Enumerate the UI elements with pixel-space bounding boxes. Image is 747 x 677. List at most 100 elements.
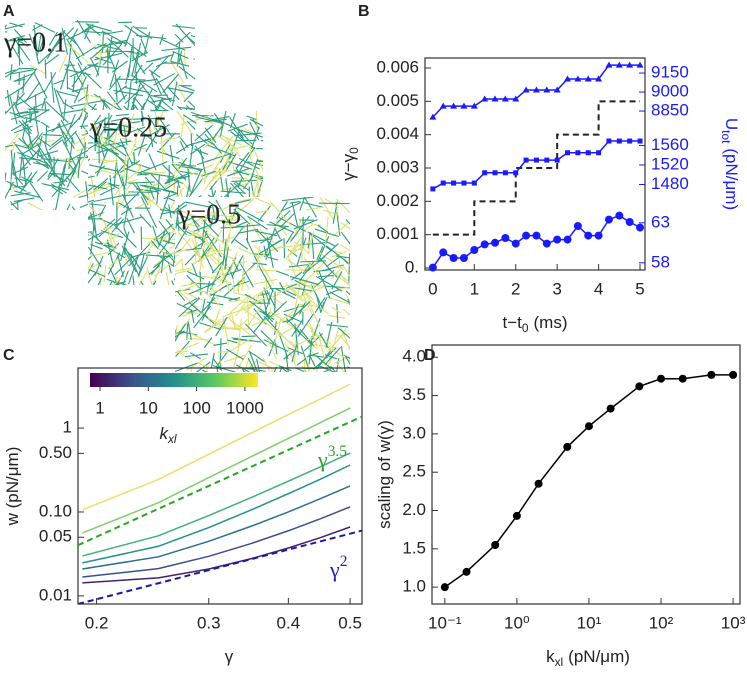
point bbox=[439, 248, 447, 256]
series-line bbox=[433, 101, 640, 234]
plot-frame bbox=[78, 368, 362, 604]
point bbox=[513, 512, 521, 520]
point bbox=[544, 158, 549, 163]
x-tick-label: 4 bbox=[594, 279, 603, 298]
point bbox=[636, 224, 644, 232]
point bbox=[565, 150, 570, 155]
x-axis-label: t−t0(ms) bbox=[503, 313, 568, 335]
fiber bbox=[145, 283, 154, 298]
y2-tick-label: 1480 bbox=[651, 174, 689, 193]
annotation: γ3.5 bbox=[317, 443, 347, 473]
point bbox=[460, 254, 468, 262]
point bbox=[707, 371, 715, 379]
y-tick-label: 4.0 bbox=[402, 347, 426, 366]
y-tick-label: 0. bbox=[405, 257, 419, 276]
panel-label: D bbox=[424, 347, 436, 364]
point bbox=[513, 170, 518, 175]
x-tick-label: 10³ bbox=[721, 613, 746, 632]
fiber bbox=[262, 371, 275, 389]
y-tick-label: 0.004 bbox=[376, 124, 419, 143]
fiber bbox=[242, 336, 256, 337]
y-tick-label: 3.0 bbox=[402, 423, 426, 442]
fiber bbox=[96, 282, 112, 308]
y2-tick-label: 1520 bbox=[651, 154, 689, 173]
point bbox=[491, 239, 499, 247]
panel: γ=0.1γ=0.25γ=0.5A bbox=[0, 3, 380, 395]
colorbar-tick-label: 1 bbox=[95, 398, 104, 417]
point bbox=[657, 375, 665, 383]
fiber bbox=[243, 256, 244, 267]
y-tick-label: 0.05 bbox=[39, 527, 72, 546]
series-line bbox=[445, 375, 733, 587]
x-tick-label: 5 bbox=[635, 279, 644, 298]
x-tick-label: 1 bbox=[470, 279, 479, 298]
y-axis-label: γ−γ0 bbox=[339, 147, 361, 181]
point bbox=[430, 186, 435, 191]
x-tick-label: 0.4 bbox=[277, 613, 301, 632]
point bbox=[532, 232, 540, 240]
text: γ bbox=[317, 447, 328, 472]
subscript: 0 bbox=[347, 147, 361, 154]
point bbox=[585, 422, 593, 430]
y-tick-label: 0.003 bbox=[376, 157, 419, 176]
y-tick-label: 0.50 bbox=[39, 443, 72, 462]
y-tick-label: 2.5 bbox=[402, 462, 426, 481]
point bbox=[555, 158, 560, 163]
fiber bbox=[256, 111, 257, 130]
y-axis-label: w (pN/μm) bbox=[3, 447, 22, 527]
network-label: γ=0.5 bbox=[177, 199, 241, 230]
point bbox=[584, 232, 592, 240]
y-tick-label: 1.0 bbox=[402, 577, 426, 596]
colorbar-label: kxl bbox=[159, 424, 176, 446]
point bbox=[441, 583, 449, 591]
point bbox=[524, 158, 529, 163]
point bbox=[595, 232, 603, 240]
x-tick-label: 10⁰ bbox=[504, 613, 530, 632]
superscript: 2 bbox=[340, 553, 348, 570]
text: w (pN/μm) bbox=[3, 447, 22, 527]
point bbox=[522, 232, 530, 240]
plot-area bbox=[78, 384, 362, 604]
x-axis-label: kxl(pN/μm) bbox=[546, 647, 630, 669]
colorbar bbox=[90, 373, 258, 387]
point bbox=[575, 150, 580, 155]
point bbox=[679, 375, 687, 383]
annotation: γ2 bbox=[329, 553, 347, 583]
point bbox=[729, 371, 737, 379]
superscript: 3.5 bbox=[328, 443, 348, 460]
subscript: xl bbox=[555, 655, 564, 669]
point bbox=[563, 443, 571, 451]
point bbox=[470, 246, 478, 254]
unit: (pN/μm) bbox=[722, 148, 741, 210]
plot-area bbox=[445, 375, 733, 587]
plot-frame bbox=[432, 345, 740, 604]
point bbox=[605, 216, 613, 224]
point bbox=[461, 181, 466, 186]
panel-label: A bbox=[3, 3, 15, 20]
text: γ−γ bbox=[339, 153, 358, 180]
point bbox=[543, 240, 551, 248]
text: t−t bbox=[503, 313, 523, 332]
x-tick-label: 10⁻¹ bbox=[428, 613, 462, 632]
y2-axis-label: Utot(pN/μm) bbox=[719, 118, 741, 210]
x-tick-label: 0.3 bbox=[197, 613, 221, 632]
point bbox=[635, 382, 643, 390]
y-axis-label: scaling of w(γ) bbox=[375, 420, 394, 529]
series-line bbox=[82, 408, 350, 533]
point bbox=[491, 541, 499, 549]
text: U bbox=[722, 118, 741, 130]
x-tick-label: 0 bbox=[428, 279, 437, 298]
y-tick-label: 3.5 bbox=[402, 385, 426, 404]
y-tick-label: 0.005 bbox=[376, 91, 419, 110]
y-tick-label: 0.01 bbox=[39, 585, 72, 604]
y2-tick-label: 9000 bbox=[651, 82, 689, 101]
point bbox=[607, 405, 615, 413]
unit: (ms) bbox=[534, 313, 568, 332]
y-tick-label: 0.001 bbox=[376, 224, 419, 243]
unit: (pN/μm) bbox=[568, 647, 630, 666]
text: γ bbox=[225, 647, 234, 666]
